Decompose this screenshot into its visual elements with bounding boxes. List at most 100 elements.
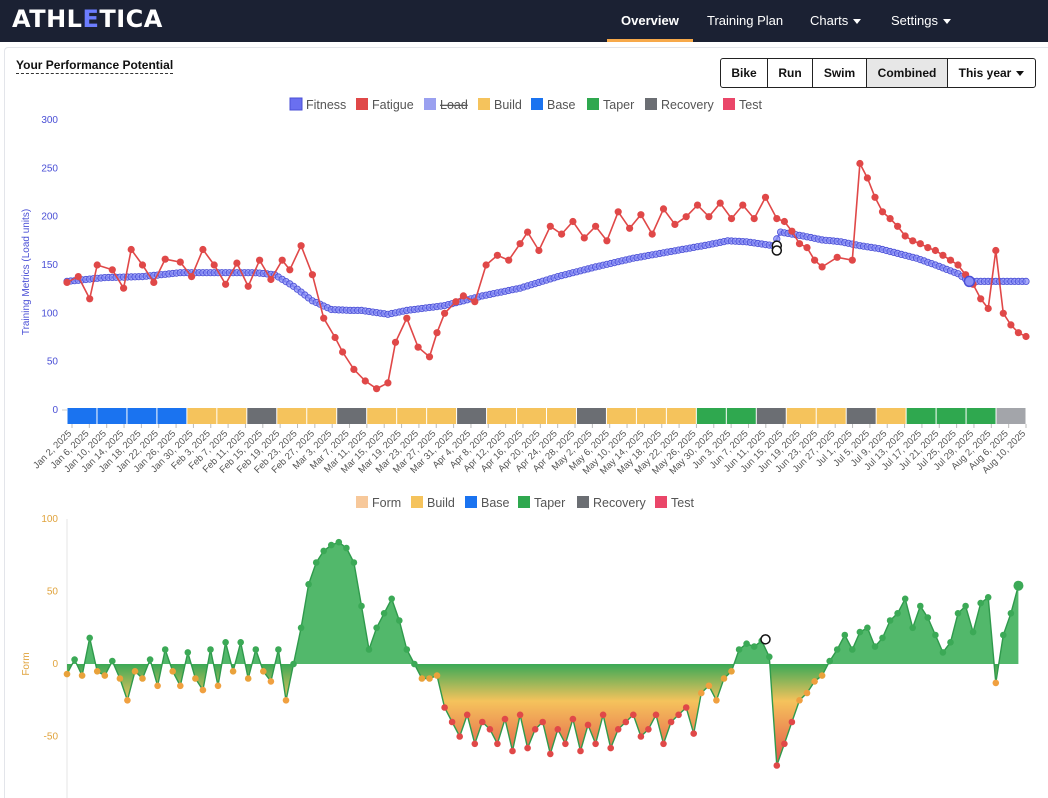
date-range-dropdown[interactable]: This year <box>947 58 1036 88</box>
data-point-fatigue[interactable] <box>999 309 1007 317</box>
data-point-form[interactable] <box>969 628 977 636</box>
data-point-fatigue[interactable] <box>946 256 955 264</box>
data-point-form[interactable] <box>547 750 554 758</box>
data-point-fatigue[interactable] <box>459 292 467 300</box>
data-point-fatigue[interactable] <box>637 211 645 219</box>
data-point-fatigue[interactable] <box>414 343 422 351</box>
data-point-form[interactable] <box>93 668 101 675</box>
data-point-form[interactable] <box>328 541 335 549</box>
data-point-fatigue[interactable] <box>977 295 985 303</box>
data-point-fatigue[interactable] <box>403 314 411 322</box>
data-point-form[interactable] <box>811 678 818 685</box>
data-point-fatigue[interactable] <box>603 237 611 245</box>
data-point-form[interactable] <box>962 602 969 610</box>
data-point-fatigue[interactable] <box>188 273 196 281</box>
data-point-form[interactable] <box>380 610 388 617</box>
phase-block-base[interactable] <box>127 408 157 424</box>
data-point-form[interactable] <box>977 599 984 607</box>
data-point-fatigue[interactable] <box>916 240 924 248</box>
phase-block-build[interactable] <box>187 408 217 424</box>
phase-block-build[interactable] <box>487 408 517 424</box>
data-point-form[interactable] <box>584 721 592 729</box>
legend-label-test[interactable]: Test <box>671 496 694 510</box>
data-point-form[interactable] <box>237 639 244 646</box>
data-point-form[interactable] <box>146 656 154 663</box>
data-point-fatigue[interactable] <box>127 245 135 254</box>
phase-block-build[interactable] <box>517 408 546 424</box>
data-point-form[interactable] <box>312 559 320 566</box>
data-point-fatigue[interactable] <box>471 298 479 306</box>
data-point-form[interactable] <box>456 733 464 740</box>
data-point-form[interactable] <box>939 649 947 656</box>
legend-label-recovery[interactable]: Recovery <box>593 496 647 510</box>
data-point-form[interactable] <box>109 657 116 665</box>
data-point-form[interactable] <box>856 628 864 636</box>
legend-label-recovery[interactable]: Recovery <box>661 98 715 112</box>
data-point-fatigue[interactable] <box>210 261 218 269</box>
data-point-fatigue[interactable] <box>278 256 286 264</box>
phase-block-base[interactable] <box>67 408 97 424</box>
data-point-form[interactable] <box>637 733 645 740</box>
data-point-form[interactable] <box>396 617 403 624</box>
phase-block-recovery[interactable] <box>846 408 876 424</box>
data-point-form[interactable] <box>992 679 1000 687</box>
data-point-form[interactable] <box>1000 631 1007 639</box>
data-point-form[interactable] <box>509 747 516 755</box>
data-point-form[interactable] <box>192 675 199 682</box>
data-point-fatigue[interactable] <box>614 208 622 216</box>
data-point-fatigue[interactable] <box>780 217 789 226</box>
data-point-fatigue[interactable] <box>833 253 841 261</box>
legend-swatch-base[interactable] <box>465 496 477 508</box>
data-point-form[interactable] <box>675 711 682 719</box>
data-point-form[interactable] <box>320 547 328 555</box>
data-point-form[interactable] <box>154 682 161 690</box>
data-point-form[interactable] <box>229 668 237 675</box>
data-point-fatigue[interactable] <box>331 333 339 342</box>
phase-block-build[interactable] <box>816 408 846 424</box>
data-point-fatigue[interactable] <box>939 251 947 259</box>
phase-block-build[interactable] <box>277 408 307 424</box>
data-point-fatigue[interactable] <box>1014 329 1023 337</box>
data-point-fatigue[interactable] <box>373 385 381 393</box>
data-point-fatigue[interactable] <box>63 278 71 286</box>
data-point-fatigue[interactable] <box>795 240 804 248</box>
data-point-fatigue[interactable] <box>773 215 781 223</box>
data-point-form[interactable] <box>947 639 954 646</box>
data-point-fatigue[interactable] <box>705 213 713 221</box>
phase-block-recovery[interactable] <box>457 408 487 424</box>
data-point-fatigue[interactable] <box>244 282 252 290</box>
phase-block-recovery[interactable] <box>756 408 786 424</box>
data-point-form[interactable] <box>803 689 811 697</box>
data-point-form[interactable] <box>781 740 788 748</box>
data-point-fatigue[interactable] <box>267 275 275 284</box>
data-point-fatigue[interactable] <box>516 240 524 248</box>
data-point-fatigue[interactable] <box>482 261 490 269</box>
data-point-fatigue[interactable] <box>716 199 724 207</box>
phase-block-recovery[interactable] <box>576 408 606 424</box>
data-point-form[interactable] <box>222 639 229 646</box>
legend-swatch-fatigue[interactable] <box>356 98 368 110</box>
data-point-form[interactable] <box>917 602 924 610</box>
legend-swatch-taper[interactable] <box>518 496 530 508</box>
data-point-fatigue[interactable] <box>569 217 577 226</box>
data-point-form[interactable] <box>169 668 176 675</box>
data-point-form[interactable] <box>886 617 894 624</box>
data-point-fatigue[interactable] <box>871 193 879 201</box>
data-point-fatigue[interactable] <box>931 246 940 255</box>
legend-swatch-test[interactable] <box>723 98 735 110</box>
data-point-form[interactable] <box>260 668 267 675</box>
data-point-form[interactable] <box>788 718 796 726</box>
data-point-fatigue[interactable] <box>161 255 169 263</box>
nav-charts[interactable]: Charts <box>810 13 862 28</box>
legend-swatch-taper[interactable] <box>587 98 599 110</box>
data-point-form[interactable] <box>924 614 932 621</box>
legend-swatch-build[interactable] <box>411 496 423 508</box>
combined-button[interactable]: Combined <box>865 58 949 88</box>
data-point-form[interactable] <box>463 711 471 719</box>
data-point-fatigue[interactable] <box>894 222 902 230</box>
data-point-form[interactable] <box>562 740 569 748</box>
data-point-form[interactable] <box>207 646 214 653</box>
phase-block-build[interactable] <box>547 408 576 424</box>
legend-swatch-load[interactable] <box>424 98 436 110</box>
data-point-fatigue[interactable] <box>659 205 668 213</box>
